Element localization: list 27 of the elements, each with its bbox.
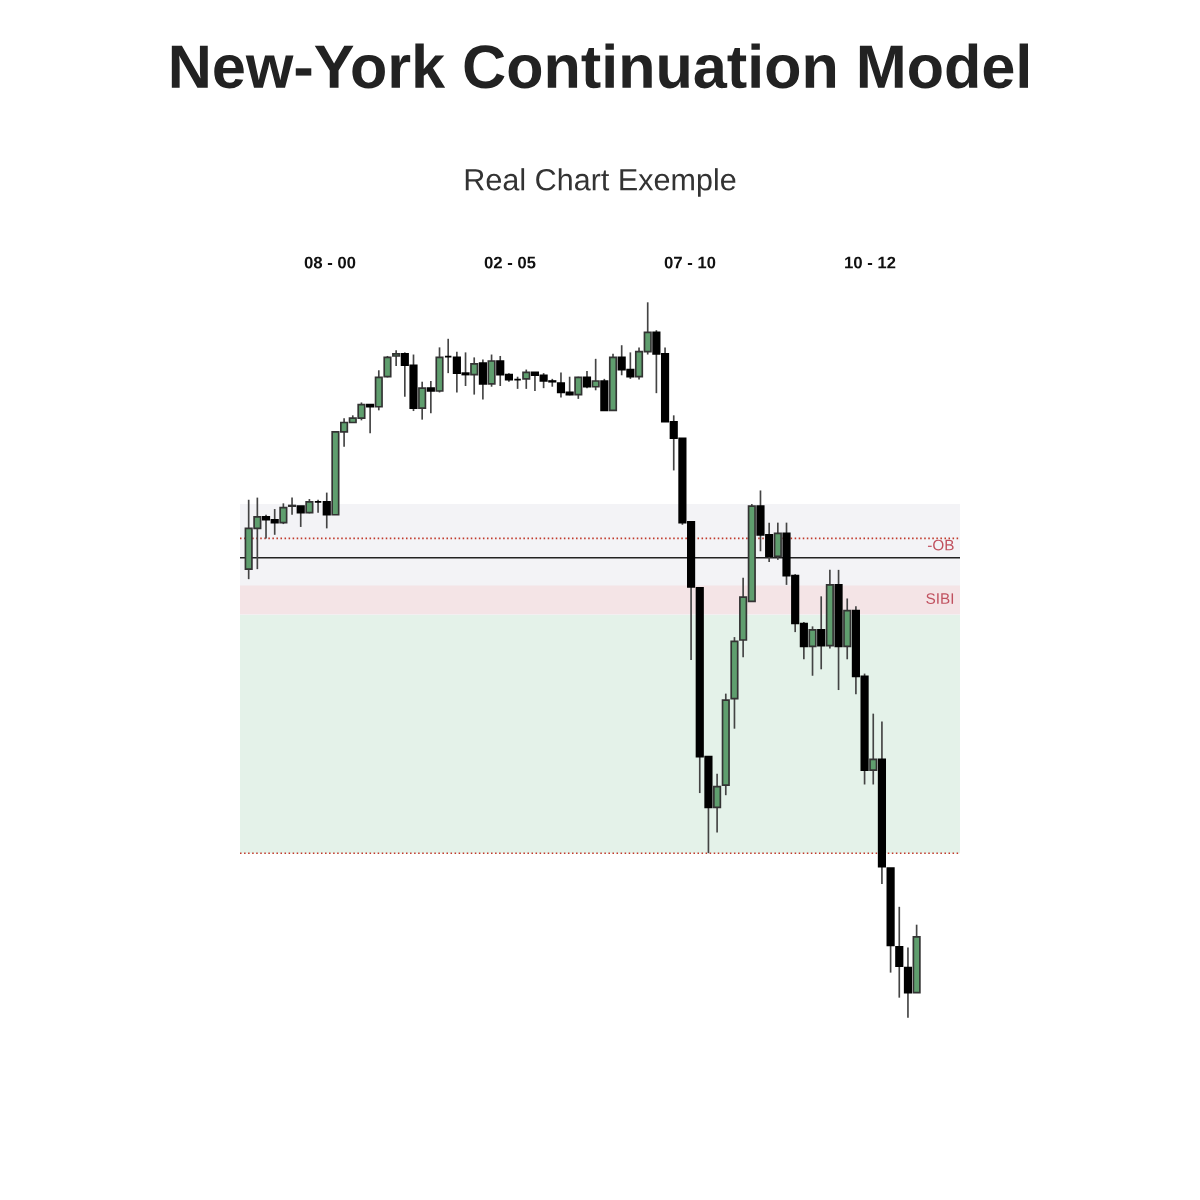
candlestick [279, 502, 288, 525]
candlestick [287, 496, 297, 516]
candlestick [470, 356, 479, 396]
candlestick [808, 625, 817, 677]
candlestick [296, 505, 305, 528]
candlestick [392, 349, 401, 367]
band-label: SIBI [926, 593, 954, 605]
candlestick [418, 380, 427, 421]
candlestick [713, 772, 722, 834]
candlestick [895, 905, 904, 999]
candlestick [487, 353, 496, 388]
candlestick [773, 521, 782, 561]
candlestick [869, 712, 878, 786]
candlestick [366, 403, 375, 435]
candlestick [322, 491, 331, 530]
ref-line-label: -OB [927, 539, 954, 551]
candlestick [591, 357, 600, 392]
chart-subtitle: Real Chart Exemple [465, 168, 736, 197]
text: 08 - 00 [304, 256, 356, 269]
candlestick [522, 368, 531, 390]
text: 07 - 10 [664, 256, 716, 269]
candlestick [426, 380, 435, 415]
chart-title: New-York Continuation Model [171, 43, 1028, 89]
candlestick [478, 358, 487, 401]
candlestick [817, 595, 826, 671]
text: 10 - 12 [845, 256, 896, 269]
text: 02 - 05 [484, 256, 536, 269]
